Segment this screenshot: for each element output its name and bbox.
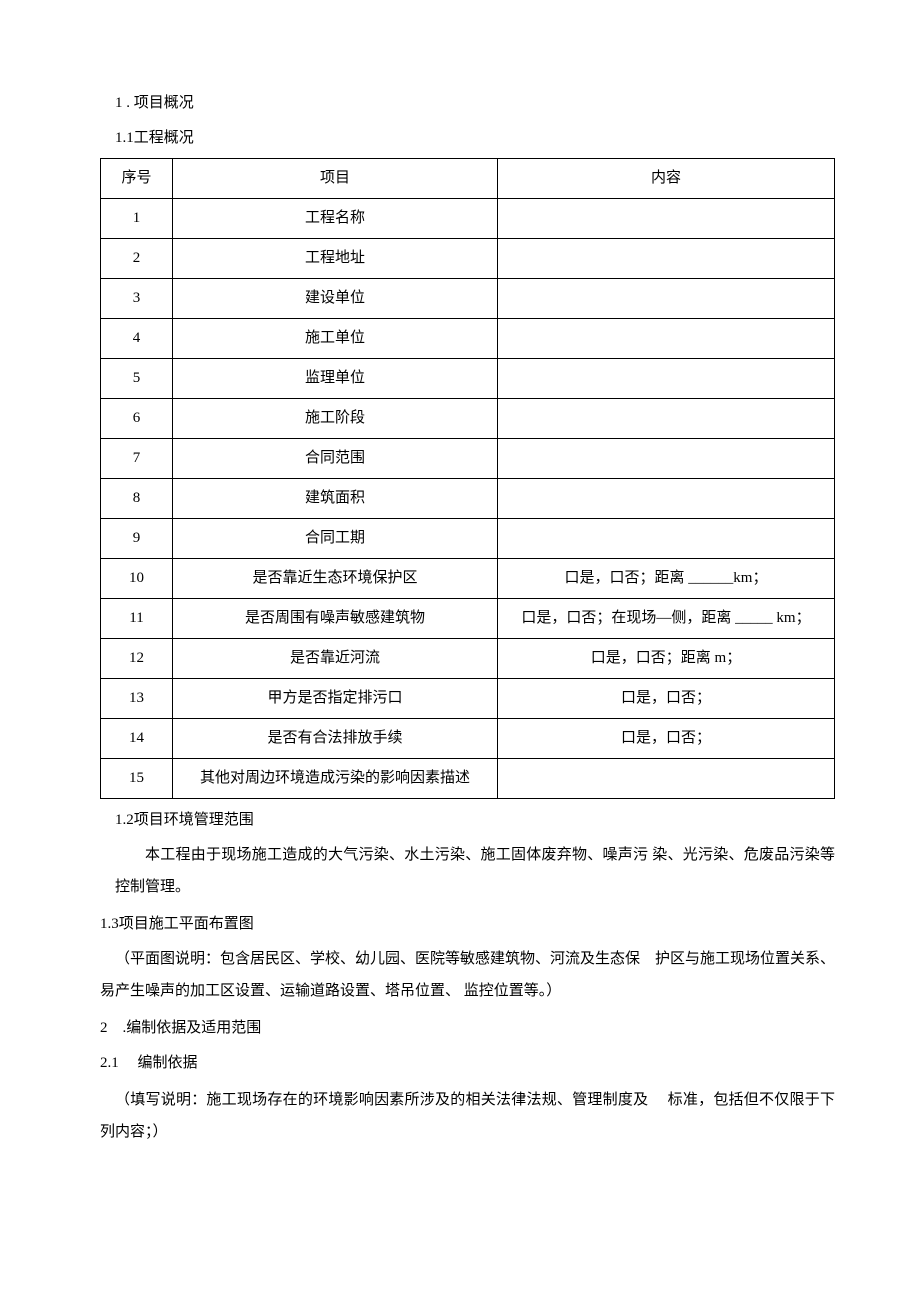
heading-1-2: 1.2项目环境管理范围 [100,807,835,834]
cell-seq: 7 [101,439,173,479]
header-content: 内容 [498,159,835,199]
cell-item: 建筑面积 [173,479,498,519]
cell-content [498,519,835,559]
cell-seq: 11 [101,599,173,639]
cell-item: 监理单位 [173,359,498,399]
cell-item: 是否周围有噪声敏感建筑物 [173,599,498,639]
project-overview-table: 序号 项目 内容 1工程名称2工程地址3建设单位4施工单位5监理单位6施工阶段7… [100,158,835,799]
table-row: 4施工单位 [101,319,835,359]
cell-content: 口是，口否；在现场—侧，距离 _____ km； [498,599,835,639]
cell-content [498,279,835,319]
cell-item: 施工单位 [173,319,498,359]
cell-item: 工程名称 [173,199,498,239]
cell-item: 施工阶段 [173,399,498,439]
heading-2: 2 .编制依据及适用范围 [100,1015,835,1042]
cell-item: 工程地址 [173,239,498,279]
table-row: 14是否有合法排放手续口是，口否； [101,719,835,759]
cell-seq: 8 [101,479,173,519]
cell-content [498,759,835,799]
cell-content [498,399,835,439]
cell-item: 合同范围 [173,439,498,479]
para-1-3: （平面图说明：包含居民区、学校、幼儿园、医院等敏感建筑物、河流及生态保 护区与施… [100,944,835,1007]
table-row: 13甲方是否指定排污口口是，口否； [101,679,835,719]
cell-content: 口是，口否； [498,719,835,759]
cell-content [498,319,835,359]
table-row: 15其他对周边环境造成污染的影响因素描述 [101,759,835,799]
table-header-row: 序号 项目 内容 [101,159,835,199]
table-row: 1工程名称 [101,199,835,239]
cell-seq: 3 [101,279,173,319]
cell-seq: 12 [101,639,173,679]
cell-item: 其他对周边环境造成污染的影响因素描述 [173,759,498,799]
cell-content [498,479,835,519]
table-row: 10是否靠近生态环境保护区口是，口否；距离 ______km； [101,559,835,599]
header-item: 项目 [173,159,498,199]
cell-seq: 10 [101,559,173,599]
table-row: 2工程地址 [101,239,835,279]
cell-seq: 1 [101,199,173,239]
table-row: 7合同范围 [101,439,835,479]
table-row: 11是否周围有噪声敏感建筑物口是，口否；在现场—侧，距离 _____ km； [101,599,835,639]
para-1-2: 本工程由于现场施工造成的大气污染、水土污染、施工固体废弃物、噪声污 染、光污染、… [100,840,835,903]
cell-seq: 13 [101,679,173,719]
cell-content [498,439,835,479]
table-row: 3建设单位 [101,279,835,319]
heading-1-3: 1.3项目施工平面布置图 [100,911,835,938]
header-seq: 序号 [101,159,173,199]
cell-item: 甲方是否指定排污口 [173,679,498,719]
heading-1: 1 . 项目概况 [100,90,835,117]
heading-1-1: 1.1工程概况 [100,125,835,152]
table-row: 5监理单位 [101,359,835,399]
heading-2-1: 2.1 编制依据 [100,1050,835,1077]
cell-seq: 2 [101,239,173,279]
cell-seq: 4 [101,319,173,359]
cell-content: 口是，口否；距离 m； [498,639,835,679]
table-row: 8建筑面积 [101,479,835,519]
cell-content: 口是，口否；距离 ______km； [498,559,835,599]
cell-seq: 15 [101,759,173,799]
table-row: 9合同工期 [101,519,835,559]
cell-item: 合同工期 [173,519,498,559]
cell-seq: 6 [101,399,173,439]
cell-content [498,239,835,279]
cell-item: 是否靠近河流 [173,639,498,679]
cell-seq: 9 [101,519,173,559]
cell-content [498,199,835,239]
table-row: 12是否靠近河流口是，口否；距离 m； [101,639,835,679]
table-row: 6施工阶段 [101,399,835,439]
cell-seq: 5 [101,359,173,399]
para-2-1: （填写说明：施工现场存在的环境影响因素所涉及的相关法律法规、管理制度及 标准，包… [100,1085,835,1148]
cell-content: 口是，口否； [498,679,835,719]
cell-item: 是否有合法排放手续 [173,719,498,759]
cell-seq: 14 [101,719,173,759]
cell-content [498,359,835,399]
cell-item: 建设单位 [173,279,498,319]
cell-item: 是否靠近生态环境保护区 [173,559,498,599]
